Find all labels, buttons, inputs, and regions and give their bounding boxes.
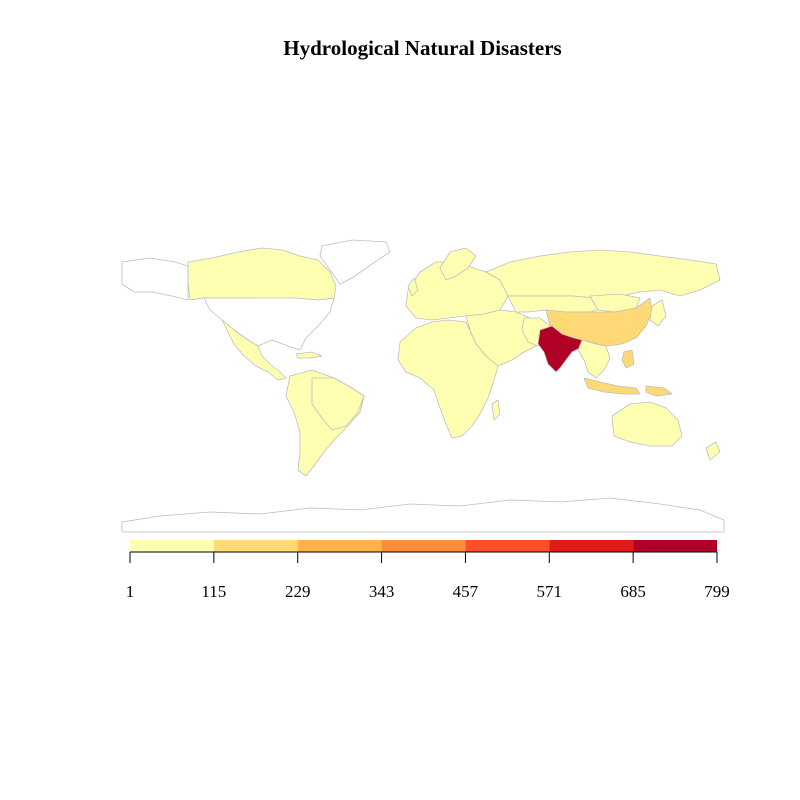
legend-tick-label: 799 bbox=[704, 582, 730, 601]
country-canada bbox=[187, 247, 337, 301]
legend-swatch bbox=[549, 540, 634, 552]
region-antarctica bbox=[121, 497, 725, 533]
country-papua-new-guinea bbox=[645, 385, 673, 397]
country-mexico bbox=[221, 319, 287, 381]
country-philippines bbox=[621, 349, 635, 369]
country-india bbox=[537, 325, 583, 373]
country-new-zealand bbox=[705, 441, 721, 461]
legend-tick-label: 571 bbox=[537, 582, 563, 601]
country-brazil bbox=[311, 377, 365, 431]
map-title: Hydrological Natural Disasters bbox=[283, 36, 562, 60]
legend-tick-label: 343 bbox=[369, 582, 395, 601]
legend-ticks: 1 115 229 343 457 571 685 799 bbox=[126, 552, 730, 601]
country-russia bbox=[485, 249, 721, 299]
map-layer bbox=[121, 239, 725, 533]
country-madagascar bbox=[491, 399, 501, 421]
country-japan bbox=[649, 299, 667, 327]
region-africa bbox=[397, 319, 499, 439]
legend: 1 115 229 343 457 571 685 799 bbox=[126, 540, 730, 601]
country-greenland bbox=[319, 239, 391, 285]
legend-swatch bbox=[381, 540, 466, 552]
legend-swatch bbox=[213, 540, 298, 552]
country-alaska bbox=[121, 257, 189, 301]
legend-tick-label: 229 bbox=[285, 582, 311, 601]
country-indonesia bbox=[583, 377, 641, 395]
legend-swatches bbox=[130, 540, 717, 552]
country-uk bbox=[407, 277, 419, 297]
legend-swatch bbox=[297, 540, 382, 552]
country-caribbean bbox=[295, 351, 323, 359]
region-southeast-asia bbox=[577, 339, 611, 379]
legend-swatch bbox=[465, 540, 550, 552]
legend-swatch bbox=[130, 540, 214, 552]
legend-tick-label: 115 bbox=[201, 582, 226, 601]
region-scandinavia bbox=[439, 247, 477, 281]
legend-tick-label: 457 bbox=[453, 582, 479, 601]
country-usa bbox=[203, 297, 335, 351]
legend-tick-label: 685 bbox=[620, 582, 646, 601]
country-australia bbox=[611, 401, 683, 447]
legend-tick-label: 1 bbox=[126, 582, 135, 601]
region-central-asia bbox=[507, 295, 605, 313]
legend-swatch bbox=[633, 540, 717, 552]
